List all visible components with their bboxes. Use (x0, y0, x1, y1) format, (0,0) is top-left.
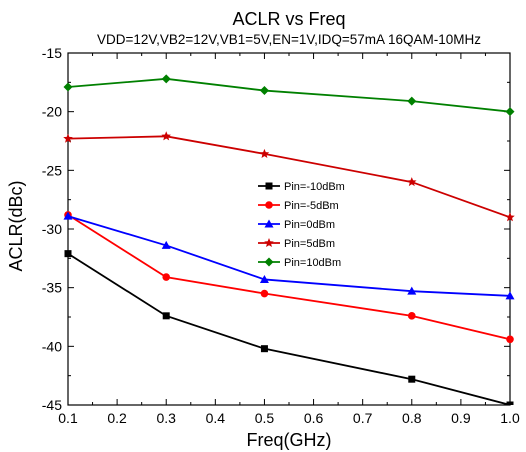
series-3-point (161, 240, 171, 249)
chart-title: ACLR vs Freq (232, 9, 345, 29)
series-line-2 (67, 214, 511, 341)
x-tick-label: 0.4 (206, 410, 226, 426)
legend-marker-4 (264, 238, 274, 248)
chart-subtitle: VDD=12V,VB2=12V,VB1=5V,EN=1V,IDQ=57mA 16… (97, 32, 481, 47)
series-1-point (506, 401, 514, 405)
y-tick-label: -35 (42, 280, 62, 296)
series-3-point (505, 291, 515, 300)
series-4-point (505, 212, 515, 222)
y-tick-label: -30 (42, 221, 62, 237)
series-5-point (407, 96, 417, 106)
y-tick-label: -20 (42, 104, 62, 120)
series-2-point (407, 312, 416, 320)
series-line-5 (67, 77, 511, 113)
series-2-point (506, 335, 514, 344)
series-5-point (161, 74, 171, 84)
series-4-point (161, 131, 171, 141)
series-1-point (408, 375, 416, 383)
series-3-point (407, 286, 417, 295)
x-tick-label: 0.2 (107, 410, 127, 426)
x-tick-label: 0.1 (58, 410, 78, 426)
legend-label-4: Pin=5dBm (284, 238, 335, 250)
x-axis-label: Freq(GHz) (247, 430, 332, 450)
legend-label-1: Pin=-10dBm (284, 181, 345, 193)
series-3-point (259, 274, 269, 283)
y-tick-label: -45 (42, 397, 62, 413)
legend-marker-3 (264, 219, 274, 228)
x-tick-label: 0.7 (353, 410, 373, 426)
x-tick-label: 0.9 (451, 410, 471, 426)
series-1-point (162, 312, 170, 320)
legend-label-2: Pin=-5dBm (284, 200, 339, 212)
legend-label-5: Pin=10dBm (284, 257, 341, 269)
series-2-point (162, 273, 171, 281)
y-tick-label: -25 (42, 162, 62, 178)
series-line-1 (67, 252, 511, 405)
series-4-point (259, 148, 270, 158)
legend-marker-1 (265, 182, 273, 190)
series-2-point (260, 289, 269, 298)
series-1-point (64, 250, 72, 258)
series-5-point (63, 82, 73, 92)
legend-marker-2 (265, 201, 273, 209)
legend: Pin=-10dBm Pin=-5dBm Pin=0dBm Pin=5dBm Pin=1… (258, 181, 345, 269)
legend-label-3: Pin=0dBm (284, 219, 335, 231)
x-tick-label: 0.6 (304, 410, 324, 426)
y-tick-label: -40 (42, 338, 62, 354)
series-5-point (259, 86, 269, 96)
series-4-point (407, 177, 417, 187)
y-tick-label: -15 (42, 45, 62, 61)
x-tick-label: 0.3 (156, 410, 176, 426)
y-axis-label: ACLR(dBc) (6, 180, 26, 271)
series-layer (63, 74, 515, 405)
series-5-point (505, 107, 515, 117)
series-3-point (63, 211, 73, 220)
x-tick-label: 0.8 (402, 410, 422, 426)
x-tick-label: 1.0 (500, 410, 520, 426)
series-4-point (63, 133, 73, 143)
x-tick-label: 0.5 (255, 410, 275, 426)
series-1-point (260, 345, 268, 353)
legend-marker-5 (264, 257, 274, 267)
